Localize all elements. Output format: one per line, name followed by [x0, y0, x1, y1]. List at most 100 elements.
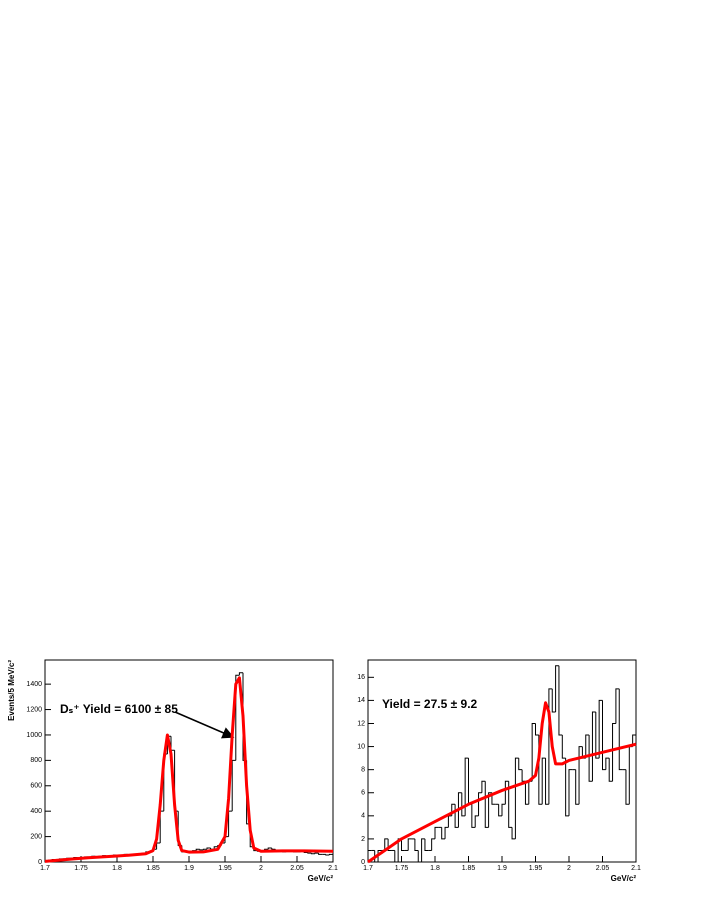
histogram-bin	[488, 792, 492, 828]
histogram-bin	[238, 672, 243, 676]
histogram-bin	[568, 769, 573, 816]
histogram-bin	[514, 757, 519, 839]
histogram-bin	[441, 827, 446, 840]
histogram-bin	[602, 700, 606, 771]
y-tick-label: 14	[357, 697, 365, 704]
histogram-bin	[541, 757, 546, 805]
histogram-bin	[387, 838, 392, 851]
histogram-bin	[159, 810, 164, 843]
histogram-bin	[310, 853, 315, 855]
histogram-bin	[588, 735, 593, 782]
histogram-bin	[461, 792, 466, 817]
histogram-bin	[578, 746, 583, 805]
x-tick-label: 1.85	[462, 865, 476, 872]
histogram-bin	[271, 848, 276, 850]
x-axis-label: GeV/c²	[308, 874, 334, 883]
histogram-bin	[377, 849, 382, 862]
histogram-bin	[444, 826, 449, 839]
histogram-bin	[401, 838, 405, 851]
y-tick-label: 1200	[26, 706, 42, 713]
y-tick-label: 12	[357, 720, 365, 727]
histogram-bin	[545, 758, 549, 805]
y-tick-label: 1000	[26, 732, 42, 739]
histogram-bin	[628, 746, 633, 805]
histogram-bin	[199, 849, 204, 851]
y-tick-label: 8	[361, 767, 365, 774]
histogram-bin	[548, 688, 553, 805]
histogram-bin	[612, 722, 616, 782]
y-tick-label: 0	[38, 859, 42, 866]
histogram-bin	[535, 723, 539, 736]
histogram-bin	[318, 853, 323, 855]
histogram-bin	[206, 847, 211, 850]
histogram-bin	[575, 769, 580, 805]
x-tick-label: 1.9	[497, 865, 507, 872]
histogram-bin	[491, 792, 496, 805]
histogram-bin	[434, 826, 439, 839]
histogram-bin	[454, 804, 459, 828]
histogram-bin	[474, 815, 479, 828]
histogram-bin	[307, 852, 312, 854]
histogram-bin	[521, 769, 526, 782]
histogram-bin	[632, 734, 636, 747]
histogram-bin	[555, 665, 559, 712]
y-tick-label: 4	[361, 813, 365, 820]
histogram-bin	[524, 781, 529, 805]
x-tick-label: 1.9	[184, 865, 194, 872]
x-tick-label: 1.8	[430, 865, 440, 872]
plot-frame	[367, 659, 637, 863]
histogram-bin	[471, 804, 476, 828]
annotation-arrow	[174, 711, 235, 739]
x-tick-label: 2.05	[290, 865, 304, 872]
histogram-bin	[625, 769, 630, 805]
x-tick-label: 1.7	[40, 865, 50, 872]
y-tick-label: 400	[30, 808, 42, 815]
histogram-bin	[195, 848, 200, 851]
annotation: Dₛ⁺ Yield = 6100 ± 85	[60, 702, 178, 716]
histogram-bin	[478, 792, 482, 816]
y-tick-label: 16	[357, 674, 365, 681]
fit-curve	[367, 701, 637, 864]
histogram-bin	[591, 711, 596, 782]
histogram-bin	[551, 688, 556, 713]
histogram-bin	[231, 759, 236, 812]
histogram-bin	[464, 757, 469, 816]
y-tick-label: 2	[361, 836, 365, 843]
x-axis-label: GeV/c²	[611, 874, 637, 883]
y-tick-label: 6	[361, 790, 365, 797]
x-tick-label: 2.05	[596, 865, 610, 872]
histogram-bin	[424, 838, 429, 851]
histogram-bin	[468, 758, 472, 805]
x-tick-label: 2.1	[328, 865, 338, 872]
y-tick-label: 600	[30, 783, 42, 790]
y-axis-label: Events/5 MeV/c²	[7, 660, 16, 721]
histogram-bin	[170, 736, 175, 751]
y-tick-label: 0	[361, 859, 365, 866]
fit-curve	[44, 676, 334, 863]
x-tick-label: 1.7	[363, 865, 373, 872]
x-tick-label: 1.75	[74, 865, 88, 872]
histogram-bin	[565, 758, 569, 817]
histogram-bin	[228, 810, 233, 837]
histogram-bin	[414, 838, 419, 851]
x-tick-label: 2	[567, 865, 571, 872]
x-tick-label: 2	[259, 865, 263, 872]
histogram-bin	[384, 838, 389, 851]
plot-frame	[44, 659, 334, 863]
histogram-bin	[585, 734, 590, 759]
histogram-bin	[608, 758, 613, 782]
histogram-bin	[605, 757, 610, 770]
x-tick-label: 2.1	[631, 865, 641, 872]
histogram-bin	[504, 780, 509, 805]
x-tick-label: 1.85	[146, 865, 160, 872]
histogram-bin	[374, 850, 379, 863]
histogram-bin	[518, 758, 523, 771]
histogram-bin	[267, 847, 272, 850]
histogram-bin	[421, 838, 425, 862]
histogram-bin	[431, 838, 435, 851]
histogram-bin	[531, 722, 536, 782]
histogram-bin	[367, 849, 372, 862]
histogram-bin	[558, 665, 563, 736]
